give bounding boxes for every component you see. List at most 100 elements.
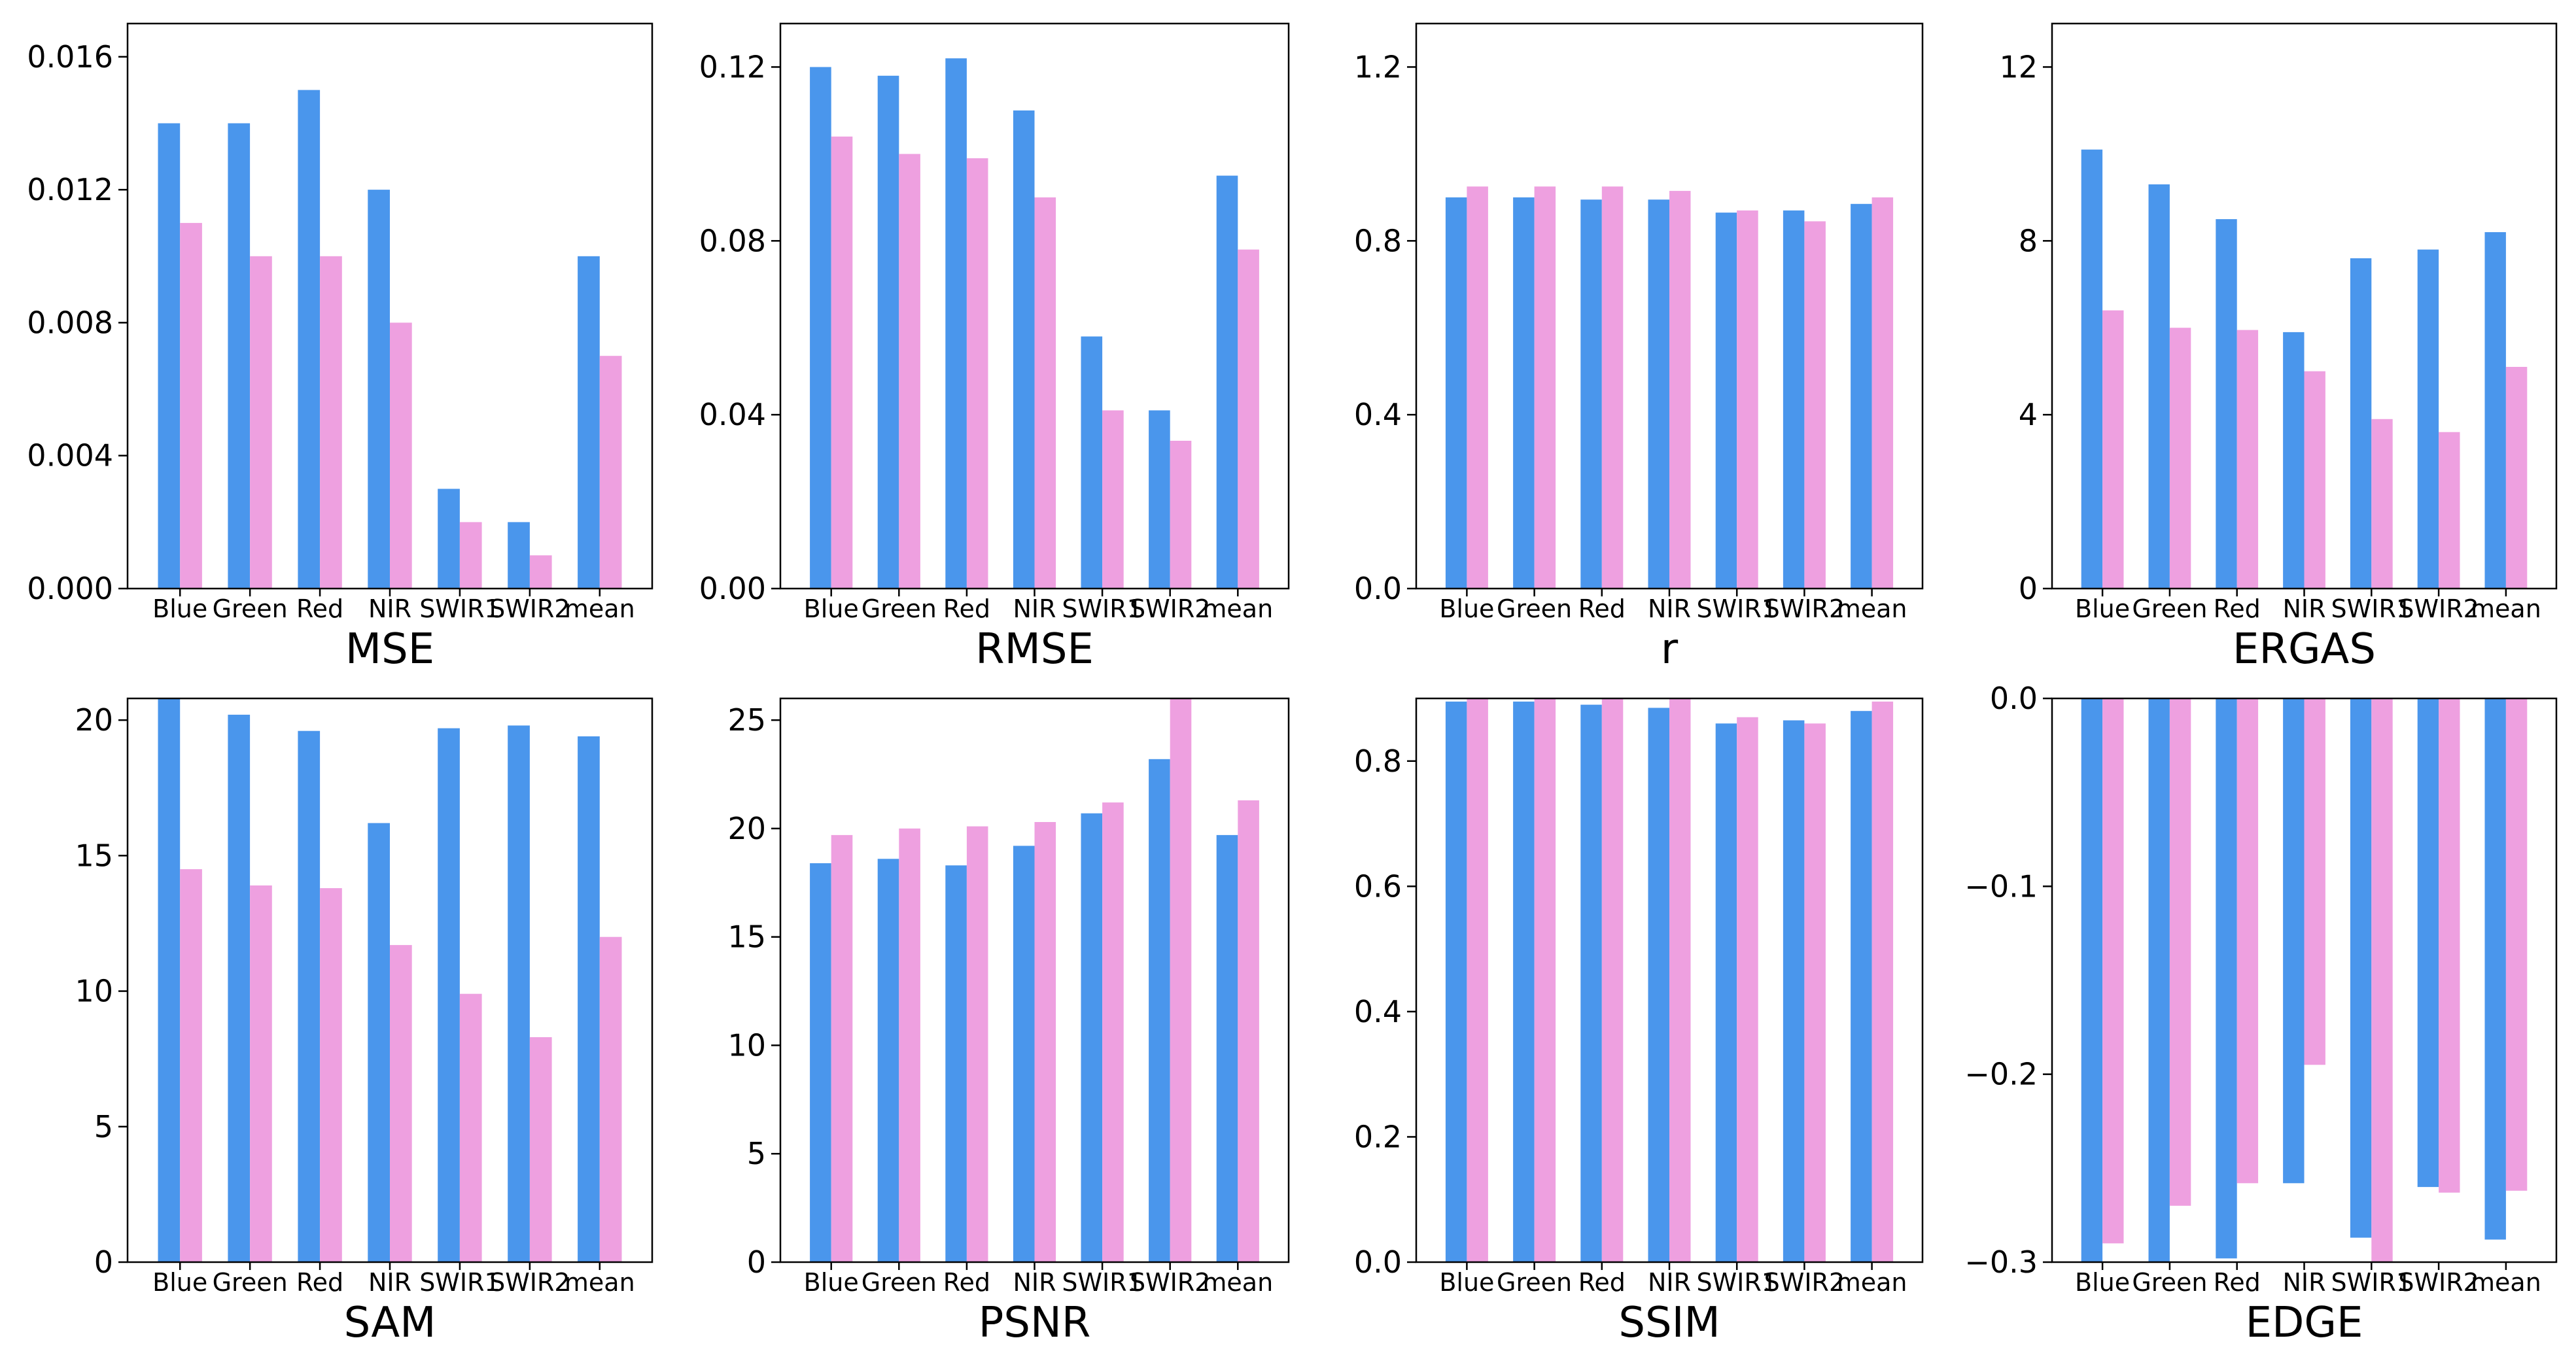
y-tick-label: 0.016 bbox=[27, 39, 113, 75]
bar-red-series-b bbox=[320, 256, 342, 589]
x-tick-label: SWIR1 bbox=[2331, 594, 2412, 623]
x-tick-label: Blue bbox=[1439, 594, 1494, 623]
bar-nir-series-a bbox=[1648, 199, 1669, 589]
bar-red-series-a bbox=[298, 90, 321, 589]
y-tick-label: 0 bbox=[747, 1244, 766, 1280]
bar-swir2-series-b bbox=[529, 555, 552, 589]
bar-blue-series-b bbox=[180, 222, 202, 589]
bar-blue-series-a bbox=[158, 123, 181, 589]
x-tick-label: NIR bbox=[2282, 1268, 2325, 1297]
y-tick-label: 0.04 bbox=[699, 397, 766, 432]
bar-swir2-series-a bbox=[508, 725, 530, 1262]
bar-blue-series-a bbox=[158, 698, 181, 1262]
bar-nir-series-b bbox=[390, 322, 412, 589]
bar-swir2-series-b bbox=[2439, 432, 2460, 589]
bar-green-series-b bbox=[250, 256, 272, 589]
bar-swir2-series-a bbox=[1149, 410, 1170, 589]
chart-panel-ssim: 0.0 0.2 0.4 0.6 0.8 Blue Green Red NIR SWIR1SWIR2… bbox=[1354, 697, 1924, 1347]
bar-nir-series-a bbox=[1013, 846, 1035, 1262]
chart-title: r bbox=[1661, 625, 1679, 674]
x-tick-label: NIR bbox=[1013, 594, 1056, 623]
x-tick-label: mean bbox=[1202, 594, 1273, 623]
x-tick-label: Blue bbox=[804, 594, 859, 623]
x-tick-label: Red bbox=[1578, 1268, 1626, 1297]
bar-swir1-series-b bbox=[1737, 210, 1758, 589]
bar-red-series-b bbox=[2237, 698, 2259, 1184]
bar-swir1-series-b bbox=[2371, 698, 2393, 1262]
y-tick-label: 25 bbox=[727, 702, 766, 738]
y-tick-label: 15 bbox=[75, 838, 113, 873]
x-tick-label: Red bbox=[943, 1268, 990, 1297]
y-tick-label: 0.4 bbox=[1354, 994, 1402, 1029]
x-tick-label: NIR bbox=[368, 1268, 411, 1297]
chart-panel-rmse: 0.00 0.04 0.08 0.12 Blue Green Red NIR SWIR1SWIR… bbox=[699, 22, 1290, 674]
y-tick-label: 8 bbox=[2019, 223, 2038, 258]
x-tick-label: SWIR1 bbox=[1696, 594, 1777, 623]
x-tick-label: SWIR2 bbox=[2398, 594, 2479, 623]
x-tick-label: mean bbox=[565, 1268, 635, 1297]
bar-swir1-series-a bbox=[1081, 336, 1103, 589]
bar-swir2-series-a bbox=[2417, 249, 2439, 589]
bar-blue-series-b bbox=[2102, 310, 2124, 589]
x-tick-label: Green bbox=[213, 594, 288, 623]
x-tick-label: mean bbox=[1202, 1268, 1273, 1297]
x-tick-label: SWIR2 bbox=[2398, 1268, 2479, 1297]
bar-blue-series-a bbox=[1445, 701, 1467, 1262]
y-tick-label: 20 bbox=[727, 811, 766, 846]
y-tick-label: 0.8 bbox=[1354, 223, 1402, 258]
x-tick-label: Red bbox=[2214, 1268, 2261, 1297]
x-tick-label: Blue bbox=[152, 1268, 207, 1297]
chart-panel-mse: 0.000 0.004 0.008 0.012 0.016 Blue Green Red NIR… bbox=[27, 22, 653, 674]
bar-blue-series-a bbox=[2081, 149, 2103, 589]
y-tick-label: 0 bbox=[2019, 571, 2038, 606]
x-tick-label: Green bbox=[1497, 1268, 1572, 1297]
bar-blue-series-b bbox=[831, 136, 853, 589]
bar-mean-series-a bbox=[1851, 711, 1872, 1262]
x-tick-label: NIR bbox=[2282, 594, 2325, 623]
bar-swir1-series-b bbox=[1102, 802, 1124, 1262]
bar-green-series-b bbox=[1534, 698, 1556, 1262]
y-tick-label: 0.012 bbox=[27, 172, 113, 207]
bar-nir-series-b bbox=[1669, 190, 1691, 589]
bar-nir-series-a bbox=[2283, 332, 2305, 589]
bar-mean-series-a bbox=[1216, 175, 1238, 589]
bar-nir-series-b bbox=[390, 945, 412, 1262]
y-tick-label: 0.000 bbox=[27, 571, 113, 606]
chart-title: SSIM bbox=[1618, 1299, 1720, 1347]
y-tick-label: 0.008 bbox=[27, 305, 113, 340]
chart-panel-edge: −0.3 −0.2 −0.1 0.0 Blue Green Red NIR SWIR1SWIR2… bbox=[1964, 681, 2558, 1347]
bar-green-series-b bbox=[899, 154, 920, 589]
bar-green-series-b bbox=[250, 885, 272, 1262]
x-tick-label: mean bbox=[1837, 594, 1907, 623]
bar-mean-series-a bbox=[2484, 698, 2506, 1240]
bar-swir1-series-b bbox=[1737, 717, 1758, 1262]
bar-swir2-series-a bbox=[508, 522, 530, 589]
bar-green-series-a bbox=[1513, 197, 1535, 589]
x-tick-label: NIR bbox=[1648, 594, 1691, 623]
y-tick-label: 0.0 bbox=[1354, 1244, 1402, 1280]
y-tick-label: 0.6 bbox=[1354, 868, 1402, 904]
bar-green-series-b bbox=[899, 828, 920, 1262]
bar-red-series-a bbox=[1580, 199, 1602, 589]
bar-red-series-b bbox=[1601, 698, 1624, 1262]
y-tick-label: 0.12 bbox=[699, 49, 766, 84]
bar-nir-series-a bbox=[1013, 110, 1035, 589]
bar-blue-series-a bbox=[1445, 197, 1467, 589]
x-tick-label: SWIR2 bbox=[489, 1268, 570, 1297]
bar-mean-series-b bbox=[2505, 698, 2528, 1191]
bar-nir-series-b bbox=[2304, 371, 2325, 589]
bar-green-series-a bbox=[1513, 701, 1535, 1262]
x-tick-label: Blue bbox=[152, 594, 207, 623]
bar-red-series-a bbox=[2216, 698, 2237, 1259]
bar-green-series-a bbox=[228, 123, 251, 589]
bar-swir2-series-a bbox=[1783, 210, 1805, 589]
bar-swir2-series-b bbox=[1804, 723, 1826, 1262]
bar-mean-series-b bbox=[599, 356, 622, 589]
bar-green-series-a bbox=[877, 859, 899, 1262]
bar-swir2-series-b bbox=[529, 1037, 552, 1262]
bar-green-series-b bbox=[2169, 328, 2191, 589]
bar-mean-series-a bbox=[1216, 834, 1238, 1262]
x-tick-label: SWIR1 bbox=[2331, 1268, 2412, 1297]
